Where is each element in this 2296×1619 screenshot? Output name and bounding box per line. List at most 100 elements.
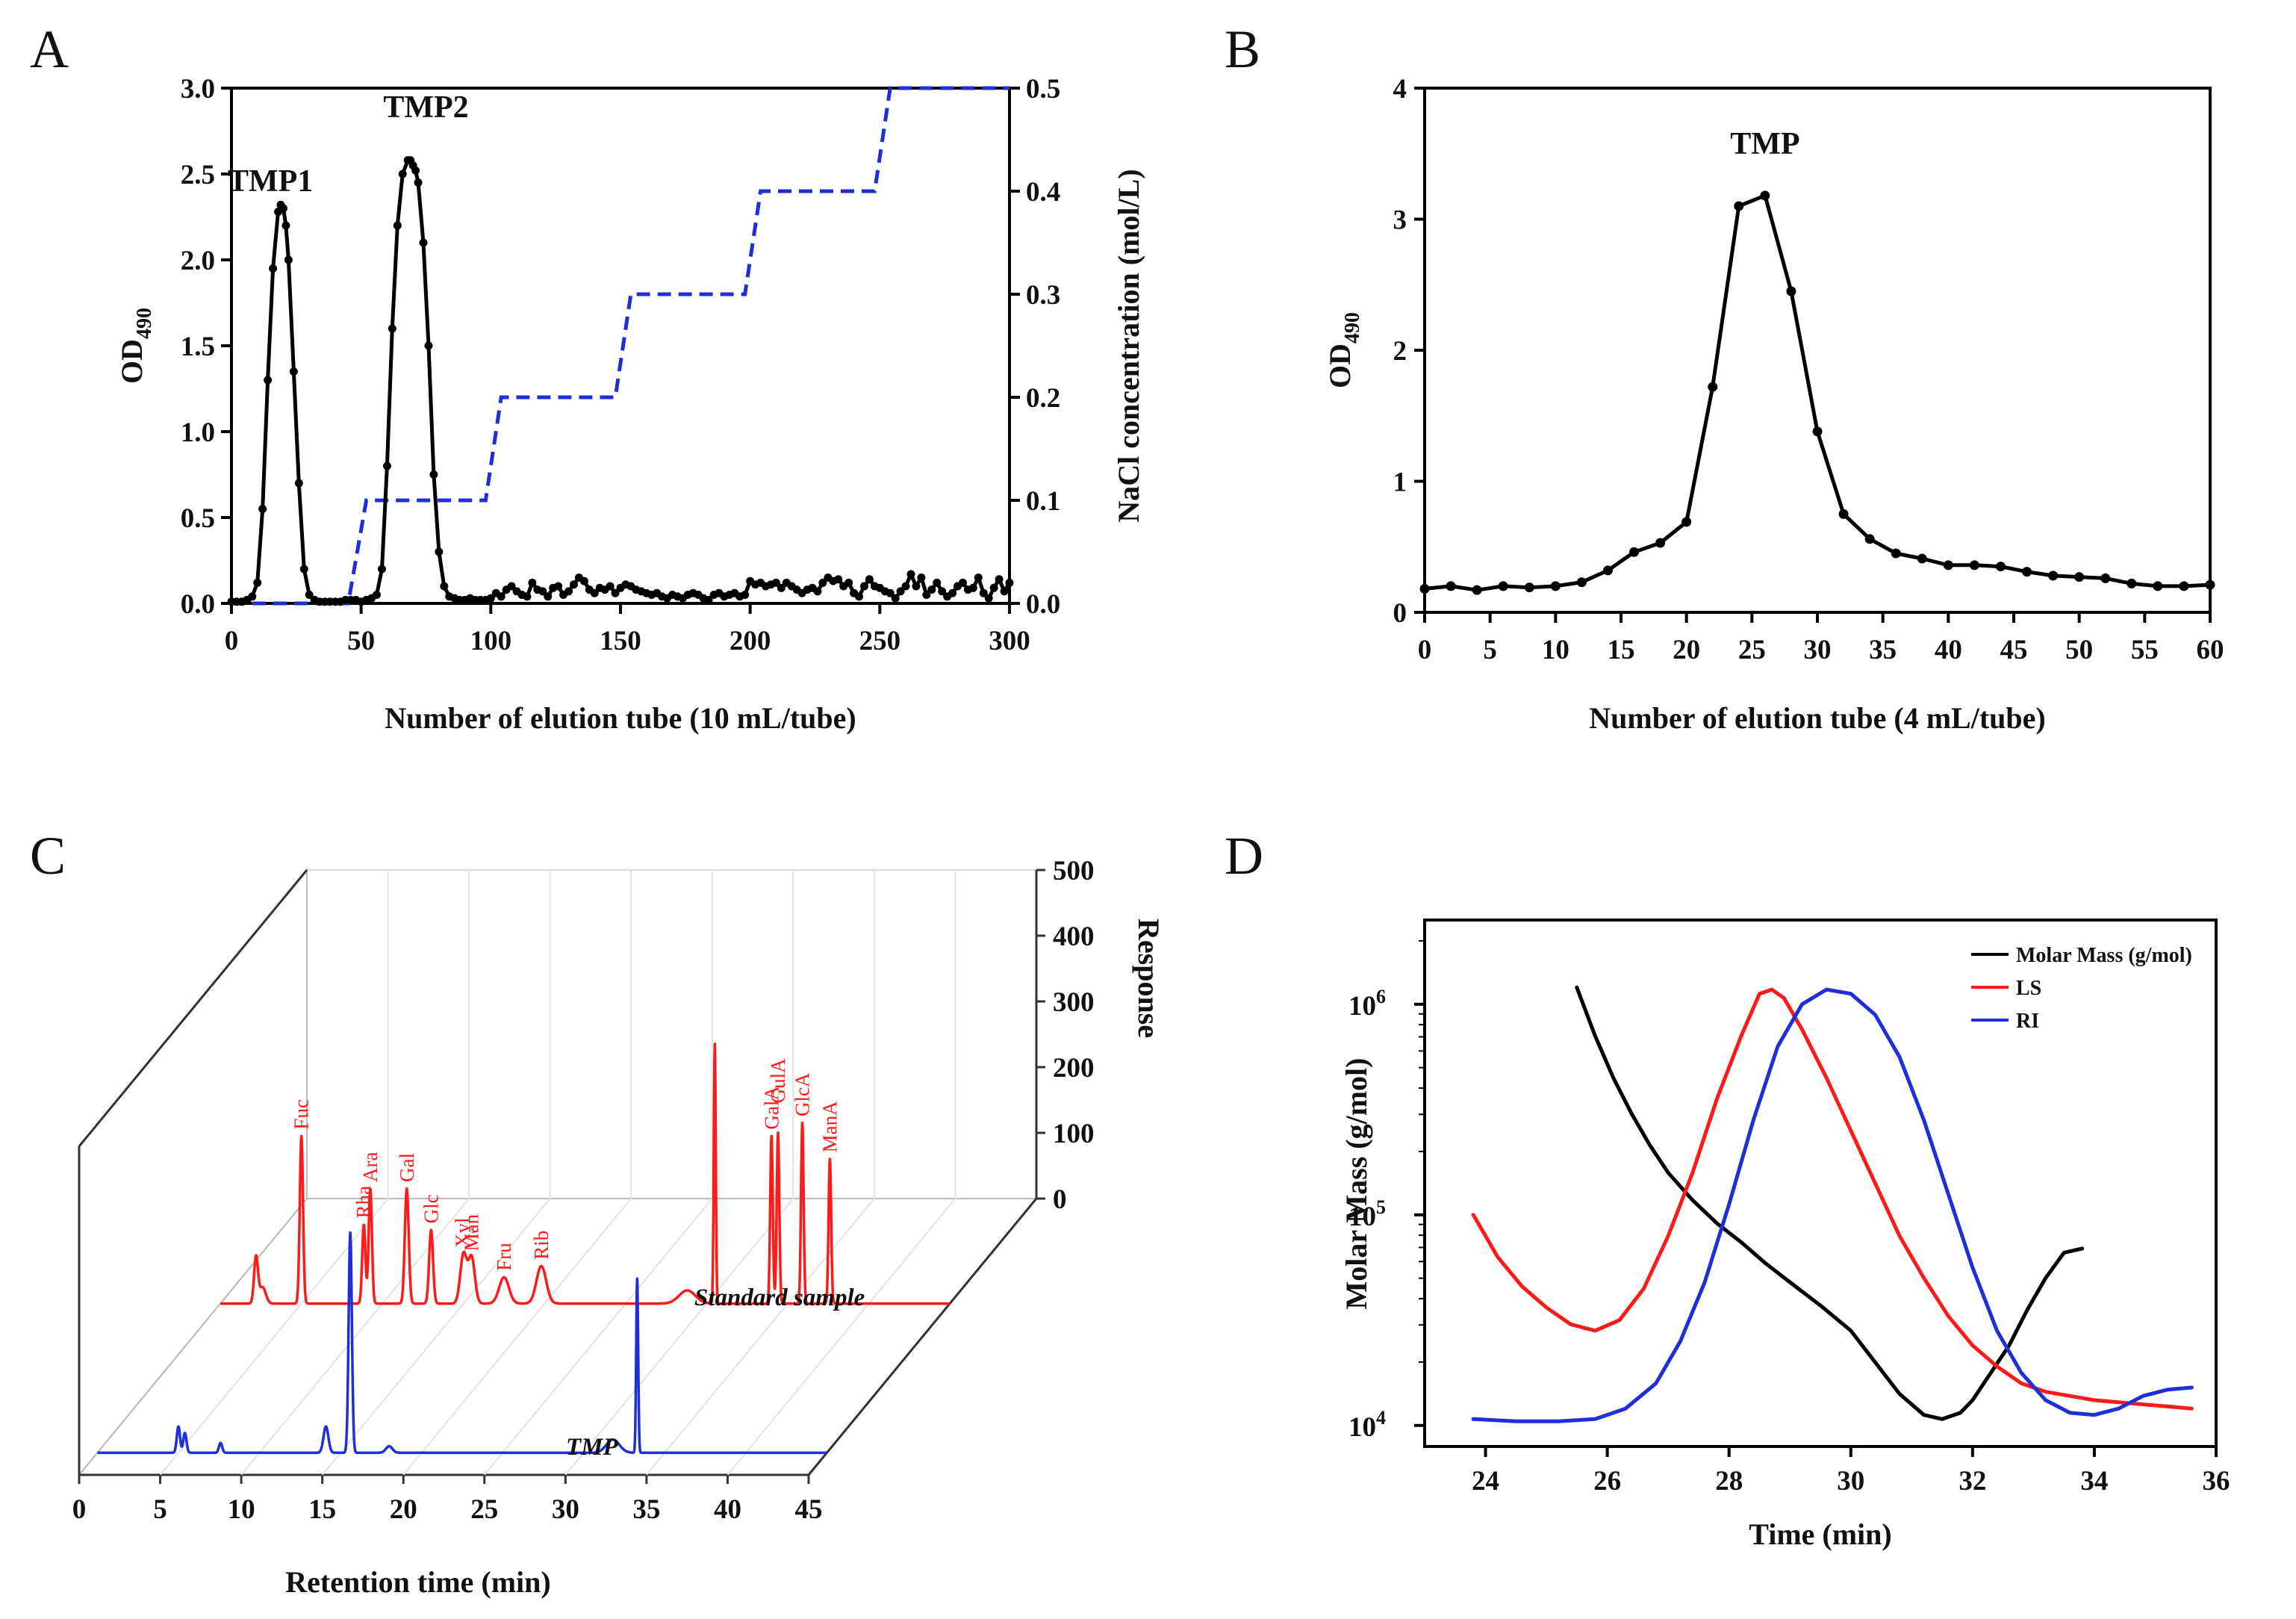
panel-b-axis-frame — [1423, 87, 2212, 614]
od490-point — [1943, 560, 1953, 571]
panel-letter-a: A — [30, 19, 69, 79]
od490-point — [429, 470, 438, 479]
od490-point — [393, 221, 402, 230]
y-tick-label: 104 — [1348, 1407, 1386, 1443]
ls-line — [1471, 987, 2194, 1411]
od490-point — [1419, 583, 1430, 594]
od490-point — [486, 594, 495, 603]
panel-d-y-axis-title: Molar Mass (g/mol) — [1340, 1058, 1373, 1310]
od490-line — [231, 158, 1012, 604]
peak-annotation: TMP1 — [228, 164, 313, 199]
od490-point — [917, 574, 926, 582]
od490-point — [1917, 553, 1927, 564]
od490-point — [968, 583, 977, 592]
sugar-peak-label: Rha — [352, 1186, 375, 1219]
panel-c-chart: 0 5 10 15 20 25 30 35 40 45 0 100 200 300 400 500 Fuc R… — [72, 856, 1166, 1599]
od490-point — [896, 587, 905, 596]
od490-point — [373, 591, 382, 599]
od490-point — [859, 582, 868, 591]
y-tick-label: 1.5 — [181, 332, 215, 362]
od490-point — [1524, 582, 1534, 593]
od490-point — [2074, 572, 2085, 582]
panel-b-y-axis-main: OD — [1323, 344, 1357, 388]
od490-point — [813, 587, 822, 596]
x-tick-label: 20 — [1673, 635, 1700, 665]
od490-point — [948, 588, 957, 597]
sugar-peak-label: Fru — [493, 1243, 515, 1271]
od490-point — [2205, 579, 2215, 590]
panel-b-annotations: TMP — [1730, 127, 1799, 161]
od490-point — [1602, 565, 1613, 576]
y-tick-label: 0.5 — [181, 503, 215, 534]
od490-point — [1655, 538, 1666, 548]
od490-point — [1550, 581, 1561, 591]
panel-d-series — [1471, 985, 2194, 1423]
x-tick-label: 30 — [1804, 635, 1832, 665]
floor-gridline — [484, 1198, 713, 1476]
od490-point — [564, 587, 573, 596]
floor-gridline — [321, 1198, 551, 1476]
nacl-step-line — [231, 86, 1009, 606]
y-tick-label: 106 — [1348, 986, 1386, 1022]
x-tick-label: 0 — [225, 626, 239, 656]
panel-d-axis-frame — [1423, 919, 2218, 1448]
x-tick-label: 25 — [1738, 635, 1766, 665]
od490-point — [569, 580, 578, 589]
od490-point — [284, 255, 293, 264]
x-tick-label: 50 — [2065, 635, 2093, 665]
od490-point — [865, 575, 874, 584]
od490-point — [2048, 571, 2059, 581]
sugar-peak-label: Glc — [420, 1194, 442, 1223]
od490-point — [1629, 547, 1640, 557]
y-tick-label: 2.5 — [181, 160, 215, 190]
floor-gridline — [564, 1198, 794, 1476]
od490-point — [269, 264, 278, 273]
panel-b-y-axis-title: OD490 — [1323, 312, 1364, 388]
od490-point — [279, 204, 287, 213]
panel-a-y-axis-title: OD490 — [115, 308, 156, 384]
od490-point — [984, 594, 993, 603]
panel-c-gridlines — [159, 870, 956, 1476]
od490-point — [294, 479, 303, 488]
floor-gridline — [402, 1198, 632, 1476]
od490-point — [388, 324, 396, 333]
od490-point — [2153, 581, 2163, 591]
od490-point — [886, 588, 895, 597]
panel-letter-c: C — [30, 826, 66, 886]
od490-point — [771, 578, 780, 587]
panel-a-chart: 0 50 100 150 200 250 300 0.0 0.5 1.0 1.5 2.0 2.5 3.0… — [115, 74, 1145, 735]
x-tick-label: 25 — [470, 1494, 498, 1525]
od490-point — [305, 591, 314, 599]
od490-point — [611, 588, 620, 597]
y-tick-label: 3.0 — [181, 74, 215, 105]
sugar-peak-label: Ara — [359, 1152, 382, 1181]
z-tick-label: 100 — [1053, 1119, 1095, 1149]
y2-tick-label: 0.5 — [1026, 74, 1060, 105]
od490-point — [1812, 426, 1823, 437]
x-tick-label: 60 — [2197, 635, 2224, 665]
od490-point — [1760, 190, 1770, 201]
od490-point — [995, 575, 1004, 584]
od490-point — [523, 592, 532, 601]
panel-d-x-axis-title: Time (min) — [1749, 1517, 1891, 1551]
od490-point — [2127, 578, 2137, 588]
x-tick-label: 5 — [1483, 635, 1497, 665]
od490-point — [411, 166, 420, 175]
x-tick-label: 300 — [989, 626, 1030, 656]
od490-point — [927, 585, 936, 594]
od490-point — [741, 591, 750, 599]
od490-point — [2022, 567, 2032, 577]
x-tick-label: 28 — [1715, 1466, 1743, 1497]
y2-tick-label: 0.1 — [1026, 486, 1060, 517]
od490-point — [933, 578, 942, 587]
x-tick-label: 250 — [859, 626, 901, 656]
peak-annotation: TMP — [1730, 127, 1799, 161]
x-tick-label: 36 — [2203, 1466, 2230, 1497]
od490-point — [1498, 581, 1508, 591]
panel-b-chart: 0 5 10 15 20 25 30 35 40 45 50 55 60 0 1 2 3 4 TMP Numbe… — [1323, 74, 2224, 735]
od490-point — [264, 376, 273, 385]
x-tick-label: 200 — [729, 626, 771, 656]
od490-point — [1969, 560, 1979, 571]
